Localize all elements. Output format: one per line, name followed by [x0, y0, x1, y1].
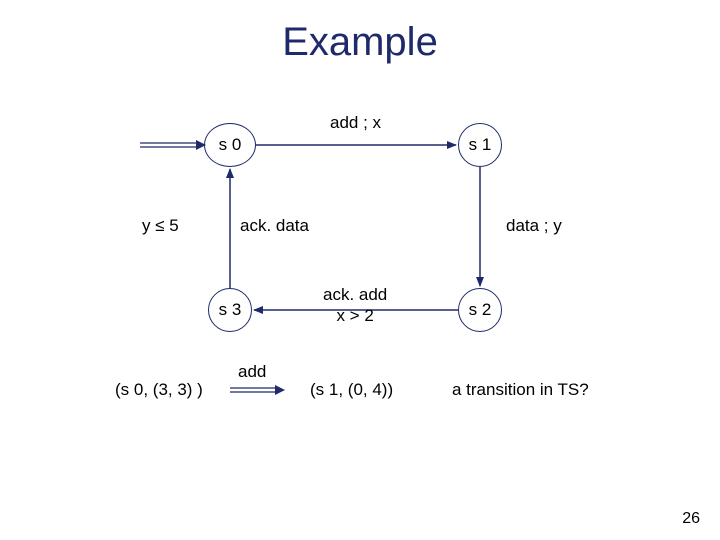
state-s3: s 3 — [208, 288, 252, 332]
label-guard-y: y ≤ 5 — [142, 216, 179, 236]
state-s0: s 0 — [204, 123, 256, 167]
transition-lhs: (s 0, (3, 3) ) — [115, 380, 203, 400]
label-ack-add: ack. addx > 2 — [323, 284, 387, 327]
transition-question: a transition in TS? — [452, 380, 589, 400]
transition-arrow-label: add — [238, 362, 266, 382]
state-s2: s 2 — [458, 288, 502, 332]
label-add-x: add ; x — [330, 113, 381, 133]
transition-rhs: (s 1, (0, 4)) — [310, 380, 393, 400]
page-number: 26 — [682, 510, 700, 528]
state-s1: s 1 — [458, 123, 502, 167]
label-ack-data: ack. data — [240, 216, 309, 236]
label-data-y: data ; y — [506, 216, 562, 236]
